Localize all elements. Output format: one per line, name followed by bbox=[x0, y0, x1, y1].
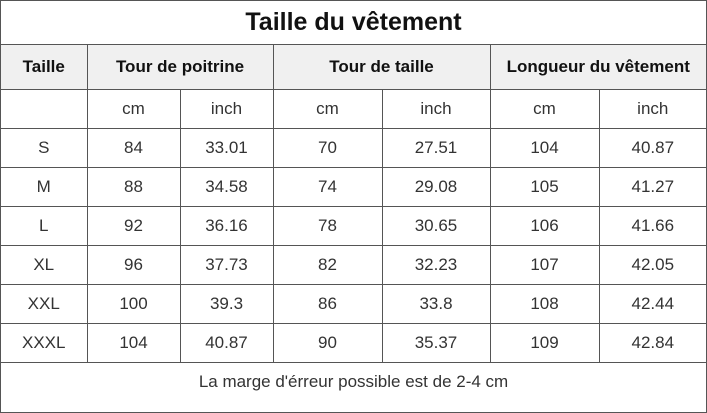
table-cell: 106 bbox=[489, 206, 600, 246]
size-table: Taille du vêtement Taille Tour de poitri… bbox=[1, 1, 707, 401]
table-cell: 108 bbox=[489, 284, 600, 324]
table-cell: 104 bbox=[86, 323, 181, 363]
header-length: Longueur du vêtement bbox=[489, 44, 707, 90]
units-blank-cell bbox=[1, 89, 88, 129]
size-label: S bbox=[1, 128, 88, 168]
table-cell: 104 bbox=[489, 128, 600, 168]
table-cell: 30.65 bbox=[381, 206, 491, 246]
table-cell: 107 bbox=[489, 245, 600, 285]
table-row: L 92 36.16 78 30.65 106 41.66 bbox=[1, 206, 707, 246]
table-row: XL 96 37.73 82 32.23 107 42.05 bbox=[1, 245, 707, 285]
table-cell: 88 bbox=[86, 167, 181, 207]
table-row: S 84 33.01 70 27.51 104 40.87 bbox=[1, 128, 707, 168]
table-cell: 74 bbox=[272, 167, 383, 207]
table-cell: 90 bbox=[272, 323, 383, 363]
table-cell: 39.3 bbox=[179, 284, 274, 324]
table-cell: 109 bbox=[489, 323, 600, 363]
table-cell: 100 bbox=[86, 284, 181, 324]
size-label: M bbox=[1, 167, 88, 207]
table-cell: 42.05 bbox=[598, 245, 707, 285]
table-row: XXL 100 39.3 86 33.8 108 42.44 bbox=[1, 284, 707, 324]
table-cell: 41.66 bbox=[598, 206, 707, 246]
table-cell: 41.27 bbox=[598, 167, 707, 207]
table-cell: 78 bbox=[272, 206, 383, 246]
table-cell: 40.87 bbox=[598, 128, 707, 168]
unit-cell: inch bbox=[179, 89, 274, 129]
unit-cell: cm bbox=[489, 89, 600, 129]
size-label: L bbox=[1, 206, 88, 246]
table-cell: 35.37 bbox=[381, 323, 491, 363]
table-cell: 32.23 bbox=[381, 245, 491, 285]
table-row: XXXL 104 40.87 90 35.37 109 42.84 bbox=[1, 323, 707, 363]
unit-cell: cm bbox=[86, 89, 181, 129]
table-cell: 82 bbox=[272, 245, 383, 285]
size-label: XXL bbox=[1, 284, 88, 324]
unit-cell: inch bbox=[598, 89, 707, 129]
table-cell: 34.58 bbox=[179, 167, 274, 207]
table-cell: 86 bbox=[272, 284, 383, 324]
table-cell: 33.8 bbox=[381, 284, 491, 324]
table-cell: 42.84 bbox=[598, 323, 707, 363]
chart-title: Taille du vêtement bbox=[1, 1, 707, 45]
table-cell: 96 bbox=[86, 245, 181, 285]
table-cell: 36.16 bbox=[179, 206, 274, 246]
header-size: Taille bbox=[1, 44, 88, 90]
error-margin-note: La marge d'érreur possible est de 2-4 cm bbox=[1, 362, 707, 401]
table-cell: 105 bbox=[489, 167, 600, 207]
size-label: XL bbox=[1, 245, 88, 285]
table-cell: 33.01 bbox=[179, 128, 274, 168]
table-cell: 42.44 bbox=[598, 284, 707, 324]
header-waist: Tour de taille bbox=[272, 44, 491, 90]
unit-cell: cm bbox=[272, 89, 383, 129]
table-cell: 27.51 bbox=[381, 128, 491, 168]
table-cell: 40.87 bbox=[179, 323, 274, 363]
header-chest: Tour de poitrine bbox=[86, 44, 274, 90]
unit-cell: inch bbox=[381, 89, 491, 129]
table-row: M 88 34.58 74 29.08 105 41.27 bbox=[1, 167, 707, 207]
size-label: XXXL bbox=[1, 323, 88, 363]
table-cell: 29.08 bbox=[381, 167, 491, 207]
table-cell: 70 bbox=[272, 128, 383, 168]
table-cell: 37.73 bbox=[179, 245, 274, 285]
header-row: Taille Tour de poitrine Tour de taille L… bbox=[1, 44, 707, 90]
table-cell: 92 bbox=[86, 206, 181, 246]
units-row: cm inch cm inch cm inch bbox=[1, 89, 707, 129]
table-cell: 84 bbox=[86, 128, 181, 168]
